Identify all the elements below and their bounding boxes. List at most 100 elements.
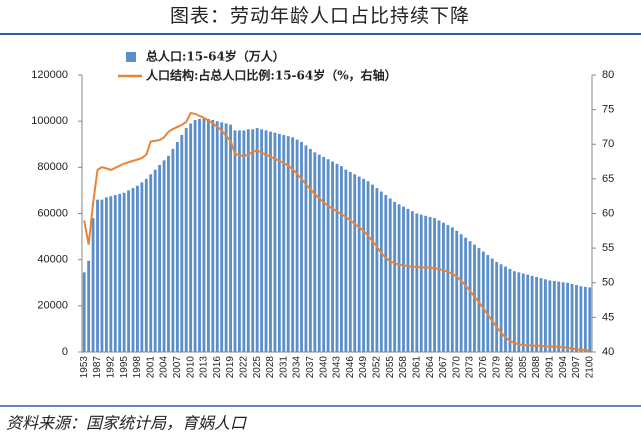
bar bbox=[410, 211, 414, 352]
bar bbox=[521, 273, 525, 352]
x-tick-label: 2067 bbox=[438, 356, 449, 379]
x-tick-label: 2031 bbox=[278, 356, 289, 379]
bar bbox=[255, 128, 259, 352]
bar bbox=[544, 279, 547, 352]
bar bbox=[238, 130, 241, 352]
x-tick-label: 2055 bbox=[385, 356, 396, 379]
bar bbox=[175, 141, 179, 352]
x-tick-label: 2082 bbox=[505, 356, 516, 379]
x-tick-label: 2049 bbox=[358, 356, 369, 379]
x-tick-label: 2013 bbox=[199, 356, 210, 379]
bar bbox=[198, 118, 201, 352]
bar bbox=[273, 132, 277, 352]
bar bbox=[335, 163, 339, 352]
bar bbox=[91, 218, 95, 352]
x-tick-label: 1987 bbox=[92, 356, 103, 379]
bar bbox=[224, 123, 228, 352]
bar bbox=[566, 282, 570, 352]
x-tick-label: 2097 bbox=[571, 356, 582, 379]
x-tick-label: 2064 bbox=[425, 356, 436, 379]
bar bbox=[242, 130, 246, 352]
bar bbox=[526, 274, 530, 352]
x-tick-label: 2022 bbox=[239, 356, 250, 379]
x-tick-label: 2088 bbox=[531, 356, 542, 379]
bar bbox=[340, 166, 343, 352]
bar bbox=[371, 184, 374, 352]
bar bbox=[149, 174, 153, 352]
bar bbox=[415, 213, 419, 352]
bar bbox=[348, 171, 352, 352]
source: 资料来源：国家统计局，育娲人口 bbox=[6, 414, 247, 433]
legend-label: 总人口:15-64岁（万人） bbox=[146, 49, 285, 64]
bar bbox=[167, 155, 170, 352]
bar bbox=[450, 227, 454, 352]
bar bbox=[322, 156, 326, 352]
bar bbox=[473, 244, 476, 352]
bar bbox=[264, 130, 268, 352]
x-tick-label: 2046 bbox=[345, 356, 356, 379]
bar bbox=[127, 190, 130, 352]
y2-tick-label: 55 bbox=[602, 242, 614, 254]
x-tick-label: 1953 bbox=[79, 356, 90, 379]
y2-tick-label: 65 bbox=[602, 173, 614, 185]
y-tick-label: 80000 bbox=[37, 161, 68, 173]
bar bbox=[579, 286, 583, 352]
x-tick-label: 2073 bbox=[465, 356, 476, 379]
bar bbox=[295, 139, 299, 352]
bar bbox=[357, 176, 361, 352]
bar bbox=[468, 241, 472, 352]
bar bbox=[393, 201, 397, 352]
bar bbox=[575, 285, 578, 352]
x-tick-label: 2070 bbox=[451, 356, 462, 379]
bar bbox=[583, 286, 587, 352]
bar bbox=[291, 137, 295, 352]
bar bbox=[269, 131, 272, 352]
bar bbox=[433, 218, 436, 352]
x-tick-label: 2079 bbox=[491, 356, 502, 379]
bar bbox=[118, 193, 122, 352]
bar bbox=[535, 276, 538, 352]
bar bbox=[184, 128, 188, 352]
bar bbox=[87, 260, 91, 352]
bar bbox=[131, 188, 135, 352]
bar bbox=[109, 196, 113, 352]
bar bbox=[122, 192, 126, 352]
bar bbox=[82, 272, 86, 352]
y-tick-label: 60000 bbox=[37, 207, 68, 219]
y-tick-label: 0 bbox=[62, 346, 68, 358]
bar bbox=[277, 133, 281, 352]
x-tick-label: 2052 bbox=[372, 356, 383, 379]
bar bbox=[530, 275, 534, 352]
bar bbox=[286, 136, 290, 352]
bar bbox=[477, 248, 481, 352]
chart-title: 图表：劳动年龄人口占比持续下降 bbox=[170, 5, 470, 27]
x-tick-label: 2100 bbox=[584, 356, 595, 379]
bar bbox=[406, 208, 410, 352]
bar bbox=[308, 148, 312, 352]
bar bbox=[104, 197, 108, 352]
bar bbox=[508, 268, 512, 352]
bar bbox=[171, 148, 175, 352]
bar bbox=[419, 214, 423, 352]
x-tick-label: 1998 bbox=[132, 356, 143, 379]
bar bbox=[517, 272, 521, 352]
bar bbox=[375, 188, 379, 352]
bar bbox=[437, 220, 441, 352]
x-tick-label: 2043 bbox=[332, 356, 343, 379]
bar bbox=[180, 135, 184, 352]
bar bbox=[481, 251, 485, 352]
bar bbox=[100, 199, 104, 352]
x-tick-label: 2085 bbox=[518, 356, 529, 379]
x-tick-label: 2016 bbox=[212, 356, 223, 379]
bar bbox=[189, 123, 193, 352]
x-tick-label: 2037 bbox=[305, 356, 316, 379]
bar bbox=[158, 165, 162, 352]
bar bbox=[362, 178, 366, 352]
bar bbox=[384, 195, 388, 352]
bar bbox=[215, 121, 219, 353]
bar bbox=[459, 234, 463, 352]
bar bbox=[220, 122, 224, 352]
bar bbox=[464, 237, 468, 352]
bar bbox=[442, 222, 445, 352]
